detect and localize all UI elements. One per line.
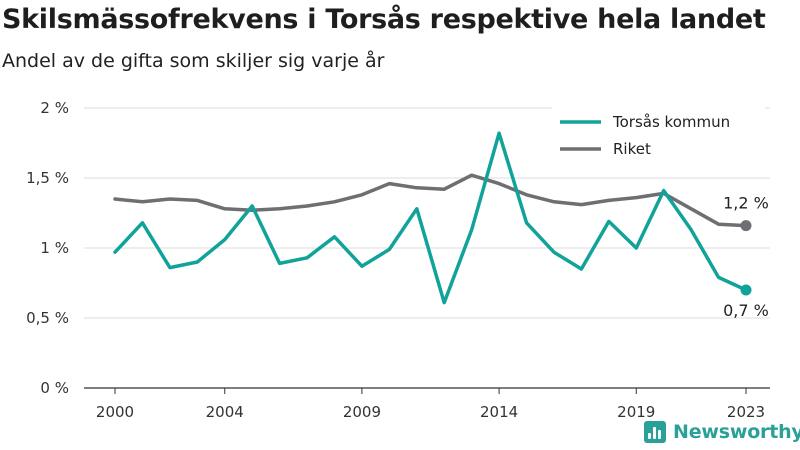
chart-title: Skilsmässofrekvens i Torsås respektive h… [2, 4, 766, 35]
end-value-label: 0,7 % [723, 301, 769, 320]
gridlines [84, 107, 770, 389]
brand-logo: Newsworthy [644, 418, 800, 446]
brand-name: Newsworthy [673, 421, 800, 443]
legend-background [552, 103, 765, 165]
chart-subtitle: Andel av de gifta som skiljer sig varje … [2, 50, 385, 72]
y-tick-label: 2 % [40, 99, 69, 117]
x-tick-label: 2009 [343, 403, 381, 421]
y-tick-label: 1 % [40, 239, 69, 257]
series-line-tors-s-kommun [113, 131, 748, 305]
x-tick-label: 2014 [480, 403, 518, 421]
x-tick-label: 2019 [617, 403, 655, 421]
x-tick-label: 2004 [206, 403, 244, 421]
x-tick-label: 2023 [727, 403, 765, 421]
series-line-riket [113, 173, 748, 228]
y-tick-label: 1,5 % [26, 169, 69, 187]
end-point-marker [740, 284, 752, 296]
legend: Torsås kommun Riket [552, 103, 765, 165]
x-axis-ticks: 2000 2004 2009 2014 2019 2023 [96, 388, 765, 421]
x-tick-label: 2000 [96, 403, 134, 421]
end-points: 1,2 % 0,7 % [723, 194, 769, 320]
y-tick-label: 0 % [40, 379, 69, 397]
y-axis-ticks: 0 % 0,5 % 1 % 1,5 % 2 % [26, 99, 69, 397]
end-point-marker [740, 220, 752, 232]
legend-label: Torsås kommun [612, 113, 730, 131]
y-tick-label: 0,5 % [26, 309, 69, 327]
series-lines [113, 131, 748, 305]
end-value-label: 1,2 % [723, 194, 769, 213]
legend-label: Riket [613, 140, 651, 158]
bar-chart-logo-icon [644, 421, 666, 443]
